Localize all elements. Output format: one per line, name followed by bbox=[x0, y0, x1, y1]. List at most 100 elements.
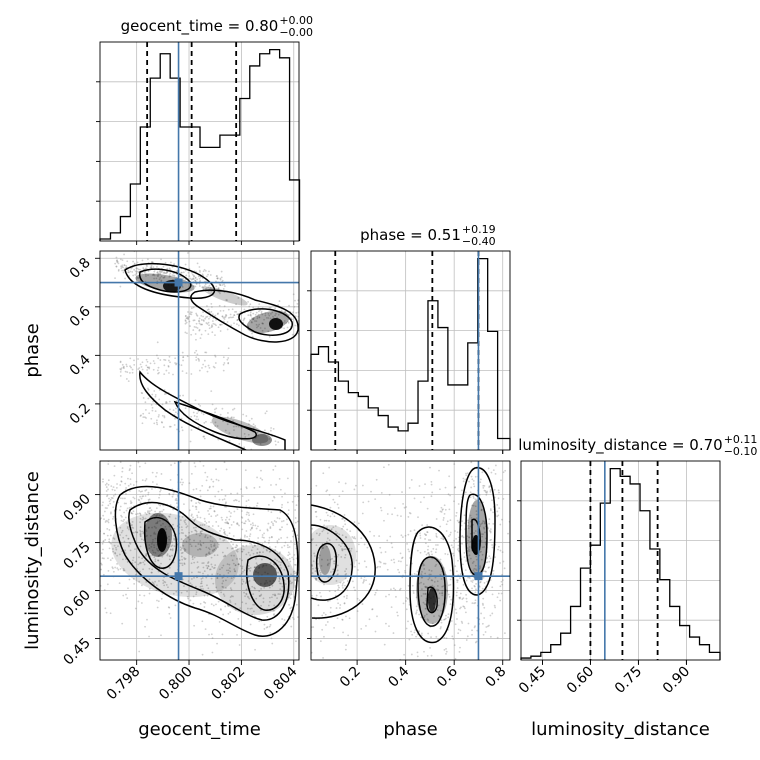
sample-point bbox=[204, 628, 207, 631]
sample-point bbox=[344, 570, 346, 573]
sample-point bbox=[337, 588, 340, 591]
sample-point bbox=[344, 556, 346, 559]
sample-point bbox=[231, 308, 234, 311]
sample-point bbox=[157, 554, 160, 557]
sample-point bbox=[112, 486, 115, 489]
sample-point bbox=[250, 543, 253, 546]
sample-point bbox=[274, 545, 277, 548]
sample-point bbox=[483, 489, 486, 492]
sample-point bbox=[193, 319, 196, 322]
sample-point bbox=[139, 363, 142, 366]
sample-point bbox=[186, 525, 189, 528]
sample-point bbox=[219, 278, 222, 281]
sample-point bbox=[315, 515, 318, 518]
sample-point bbox=[121, 269, 123, 272]
sample-point bbox=[229, 515, 232, 518]
sample-point bbox=[321, 558, 323, 561]
sample-point bbox=[483, 484, 486, 487]
sample-point bbox=[218, 291, 221, 293]
sample-point bbox=[408, 638, 411, 641]
sample-point bbox=[220, 591, 223, 594]
sample-point bbox=[351, 536, 354, 538]
sample-point bbox=[442, 585, 445, 588]
sample-point bbox=[196, 415, 198, 418]
sample-point bbox=[127, 452, 129, 454]
sample-point bbox=[221, 407, 224, 410]
sample-point bbox=[162, 272, 165, 274]
sample-point bbox=[296, 520, 299, 523]
sample-point bbox=[344, 577, 347, 580]
sample-point bbox=[286, 518, 288, 521]
sample-point bbox=[236, 319, 239, 322]
sample-point bbox=[217, 525, 220, 527]
sample-point bbox=[122, 520, 124, 523]
sample-point bbox=[158, 270, 161, 273]
sample-point bbox=[503, 567, 506, 570]
sample-point bbox=[176, 270, 179, 273]
sample-point bbox=[192, 306, 195, 309]
sample-point bbox=[156, 471, 158, 474]
sample-point bbox=[254, 425, 257, 427]
sample-point bbox=[352, 537, 355, 540]
sample-point bbox=[153, 274, 156, 277]
sample-point bbox=[151, 581, 154, 584]
sample-point bbox=[173, 491, 176, 494]
sample-point bbox=[444, 486, 447, 489]
sample-point bbox=[473, 584, 476, 587]
sample-point bbox=[183, 503, 185, 506]
sample-point bbox=[264, 540, 266, 543]
sample-point bbox=[138, 499, 141, 502]
sample-point bbox=[148, 544, 151, 546]
sample-point bbox=[150, 417, 153, 420]
sample-point bbox=[268, 536, 271, 539]
sample-point bbox=[191, 278, 194, 280]
sample-point bbox=[157, 415, 160, 418]
sample-point bbox=[205, 564, 208, 567]
sample-point bbox=[467, 576, 469, 579]
sample-point bbox=[481, 380, 483, 382]
sample-point bbox=[260, 558, 263, 561]
sample-point bbox=[295, 311, 298, 314]
sample-point bbox=[453, 454, 455, 456]
sample-point bbox=[148, 587, 151, 590]
sample-point bbox=[181, 551, 184, 554]
sample-point bbox=[457, 661, 459, 663]
sample-point bbox=[421, 576, 424, 579]
sample-point bbox=[116, 259, 119, 262]
sample-point bbox=[214, 354, 216, 357]
sample-point bbox=[172, 373, 174, 376]
sample-point bbox=[215, 586, 218, 589]
sample-point bbox=[155, 475, 157, 478]
sample-point bbox=[342, 517, 344, 520]
sample-point bbox=[371, 608, 374, 611]
sample-point bbox=[273, 604, 276, 607]
sample-point bbox=[166, 267, 169, 270]
sample-point bbox=[268, 586, 271, 589]
sample-point bbox=[163, 358, 165, 361]
sample-point bbox=[158, 434, 160, 436]
sample-point bbox=[470, 461, 473, 464]
sample-point bbox=[169, 479, 172, 481]
sample-point bbox=[432, 547, 435, 550]
sample-point bbox=[197, 571, 200, 574]
sample-point bbox=[152, 538, 154, 541]
sample-point bbox=[384, 672, 386, 674]
sample-point bbox=[197, 548, 199, 551]
sample-point bbox=[454, 486, 457, 489]
sample-point bbox=[185, 317, 188, 319]
sample-point bbox=[253, 566, 256, 569]
sample-point bbox=[374, 498, 377, 501]
sample-point bbox=[358, 562, 361, 565]
sample-point bbox=[386, 539, 389, 542]
sample-point bbox=[219, 568, 221, 571]
sample-point bbox=[191, 558, 194, 561]
sample-point bbox=[281, 557, 284, 560]
sample-point bbox=[157, 600, 160, 603]
sample-point bbox=[198, 319, 200, 322]
sample-point bbox=[250, 314, 252, 317]
sample-point bbox=[121, 470, 124, 473]
sample-point bbox=[117, 501, 120, 504]
sample-point bbox=[236, 313, 239, 316]
sample-point bbox=[214, 355, 217, 358]
sample-point bbox=[279, 564, 282, 566]
